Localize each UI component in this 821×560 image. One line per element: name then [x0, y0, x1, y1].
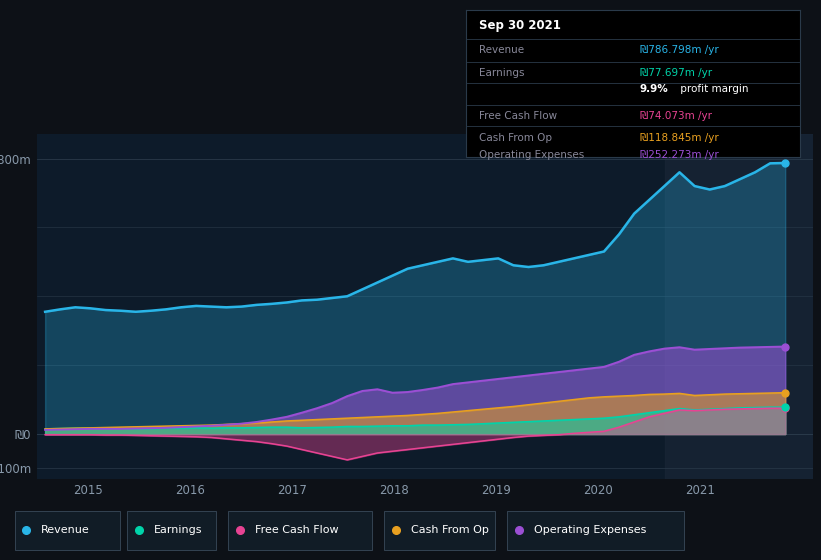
Text: ₪252.273m /yr: ₪252.273m /yr: [640, 150, 718, 160]
Text: Free Cash Flow: Free Cash Flow: [255, 525, 338, 535]
FancyBboxPatch shape: [127, 511, 216, 550]
Text: Revenue: Revenue: [479, 45, 524, 55]
Text: Sep 30 2021: Sep 30 2021: [479, 19, 561, 32]
Text: profit margin: profit margin: [677, 84, 749, 94]
Text: Operating Expenses: Operating Expenses: [479, 150, 585, 160]
Text: Cash From Op: Cash From Op: [410, 525, 488, 535]
Text: Revenue: Revenue: [41, 525, 89, 535]
FancyBboxPatch shape: [384, 511, 495, 550]
Text: 9.9%: 9.9%: [640, 84, 668, 94]
FancyBboxPatch shape: [507, 511, 684, 550]
Text: ₪786.798m /yr: ₪786.798m /yr: [640, 45, 718, 55]
FancyBboxPatch shape: [15, 511, 120, 550]
Text: Operating Expenses: Operating Expenses: [534, 525, 646, 535]
Text: Free Cash Flow: Free Cash Flow: [479, 110, 557, 120]
Bar: [665, 134, 813, 479]
Text: ₪77.697m /yr: ₪77.697m /yr: [640, 68, 712, 78]
Text: Cash From Op: Cash From Op: [479, 133, 552, 143]
Text: Earnings: Earnings: [479, 68, 525, 78]
Text: ₪74.073m /yr: ₪74.073m /yr: [640, 110, 712, 120]
Text: Earnings: Earnings: [154, 525, 202, 535]
FancyBboxPatch shape: [228, 511, 372, 550]
Text: ₪118.845m /yr: ₪118.845m /yr: [640, 133, 718, 143]
